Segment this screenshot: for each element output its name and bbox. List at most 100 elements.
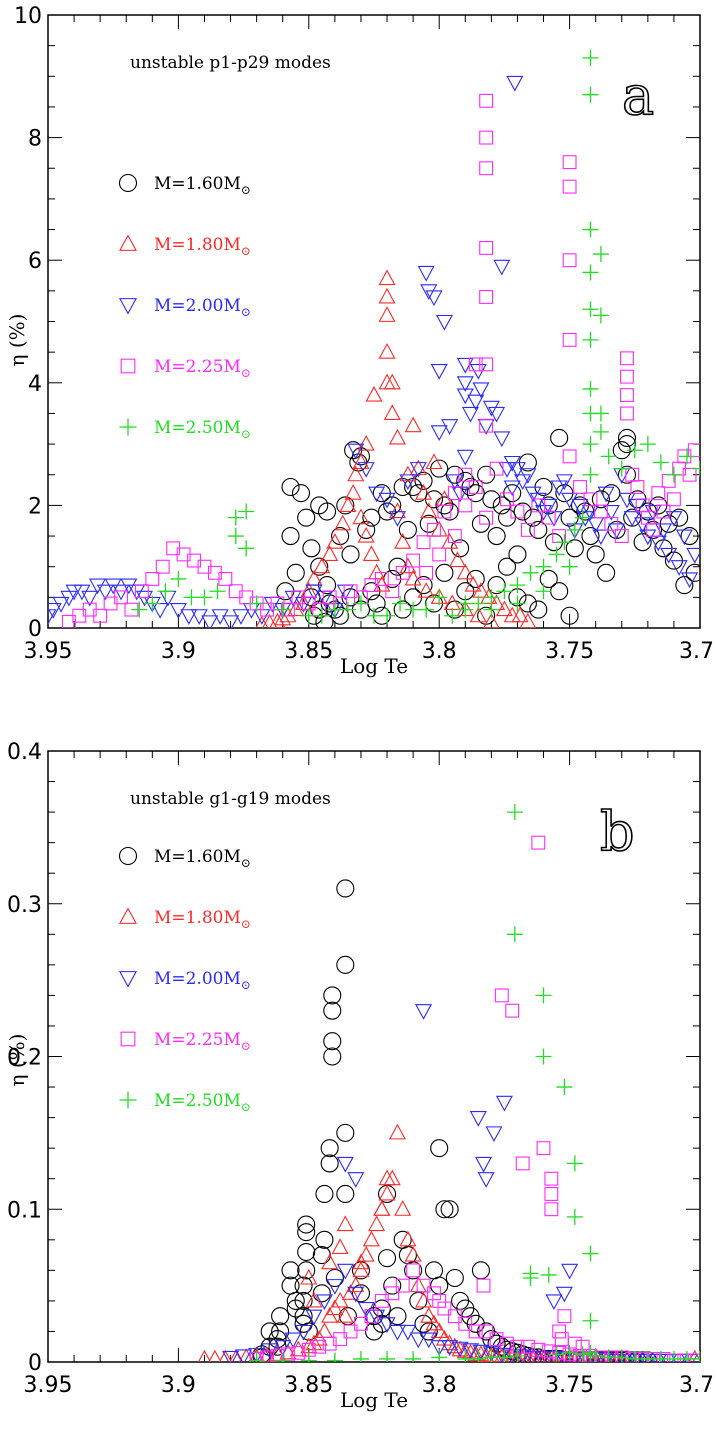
- data-point: [477, 1172, 495, 1188]
- data-point: [539, 569, 558, 589]
- data-point: [425, 290, 443, 307]
- data-point: [451, 1341, 469, 1358]
- data-point: [582, 1245, 599, 1262]
- data-point: [545, 1294, 563, 1311]
- data-point: [322, 1336, 337, 1351]
- data-point: [617, 428, 637, 448]
- data-point: [508, 545, 527, 564]
- data-point: [437, 504, 452, 519]
- data-point: [562, 332, 577, 347]
- data-point: [592, 529, 610, 546]
- data-point: [201, 615, 219, 628]
- data-point: [562, 179, 577, 194]
- data-point: [482, 490, 501, 509]
- data-point: [357, 526, 375, 543]
- data-point: [248, 1352, 265, 1362]
- legend-label: M=2.25M⊙: [154, 357, 251, 380]
- data-point: [415, 1004, 433, 1020]
- data-point: [509, 595, 526, 612]
- data-point: [488, 406, 506, 423]
- data-point: [604, 516, 619, 531]
- data-point: [565, 539, 584, 558]
- y-tick-label: 0.2: [7, 1046, 42, 1071]
- legend-label: M=1.60M⊙: [154, 847, 251, 870]
- data-point: [134, 584, 149, 599]
- legend-label: M=2.00M⊙: [154, 969, 251, 992]
- data-point: [503, 455, 521, 472]
- data-point: [344, 483, 362, 500]
- data-point: [582, 301, 599, 318]
- data-point: [388, 1324, 406, 1341]
- data-point: [404, 416, 422, 433]
- data-point: [227, 528, 244, 545]
- data-point: [269, 612, 286, 628]
- data-point: [496, 583, 513, 600]
- data-point: [326, 1352, 343, 1362]
- data-point: [357, 462, 375, 478]
- data-point: [597, 1352, 615, 1362]
- data-point: [493, 259, 511, 276]
- data-point: [561, 1344, 578, 1361]
- plot-area: [197, 804, 700, 1362]
- data-point: [461, 406, 480, 423]
- data-point: [209, 583, 226, 600]
- data-point: [323, 986, 342, 1005]
- data-point: [427, 522, 441, 537]
- data-point: [479, 130, 494, 145]
- data-point: [529, 600, 548, 619]
- data-point: [227, 509, 244, 526]
- data-point: [531, 498, 546, 513]
- data-point: [286, 1299, 305, 1318]
- data-point: [489, 1348, 505, 1362]
- data-point: [479, 510, 494, 525]
- data-point: [336, 1156, 354, 1173]
- legend-sun-symbol: ⊙: [241, 183, 251, 197]
- data-point: [405, 1350, 422, 1362]
- data-point: [347, 1286, 365, 1303]
- legend-label: M=2.50M⊙: [154, 418, 251, 441]
- data-point: [420, 1332, 438, 1349]
- data-point: [383, 404, 401, 421]
- data-point: [493, 1347, 511, 1362]
- data-point: [567, 1336, 582, 1351]
- data-point: [112, 584, 130, 601]
- x-tick-label: 3.75: [545, 639, 594, 664]
- data-point: [506, 75, 524, 92]
- data-point: [336, 1215, 354, 1232]
- data-point: [430, 1340, 448, 1356]
- data-point: [347, 1276, 365, 1293]
- data-point: [313, 607, 330, 624]
- data-point: [633, 1351, 652, 1362]
- data-point: [469, 606, 487, 623]
- data-point: [52, 596, 70, 613]
- data-point: [323, 1032, 342, 1051]
- data-point: [323, 1001, 342, 1020]
- data-point: [620, 406, 634, 421]
- data-point: [536, 1141, 551, 1156]
- legend-item-m225: M=2.25M⊙: [120, 1030, 251, 1053]
- data-marks: [197, 804, 700, 1362]
- data-point: [687, 1353, 700, 1362]
- data-point: [457, 1350, 474, 1362]
- data-point: [468, 357, 483, 372]
- data-point: [238, 540, 255, 557]
- data-point: [197, 1349, 212, 1362]
- data-point: [550, 480, 568, 497]
- data-point: [432, 547, 447, 562]
- data-point: [404, 1261, 423, 1280]
- data-point: [448, 551, 466, 568]
- data-point: [573, 480, 587, 494]
- data-point: [535, 583, 552, 600]
- data-point: [399, 557, 417, 574]
- data-point: [469, 1111, 487, 1127]
- data-point: [651, 486, 666, 501]
- data-point: [515, 1156, 530, 1171]
- data-point: [458, 498, 473, 513]
- data-point: [419, 565, 434, 580]
- data-point: [617, 465, 637, 484]
- data-point: [472, 1344, 490, 1361]
- data-point: [336, 1263, 354, 1280]
- legend-item-m180: M=1.80M⊙: [119, 907, 251, 931]
- data-point: [300, 1268, 318, 1285]
